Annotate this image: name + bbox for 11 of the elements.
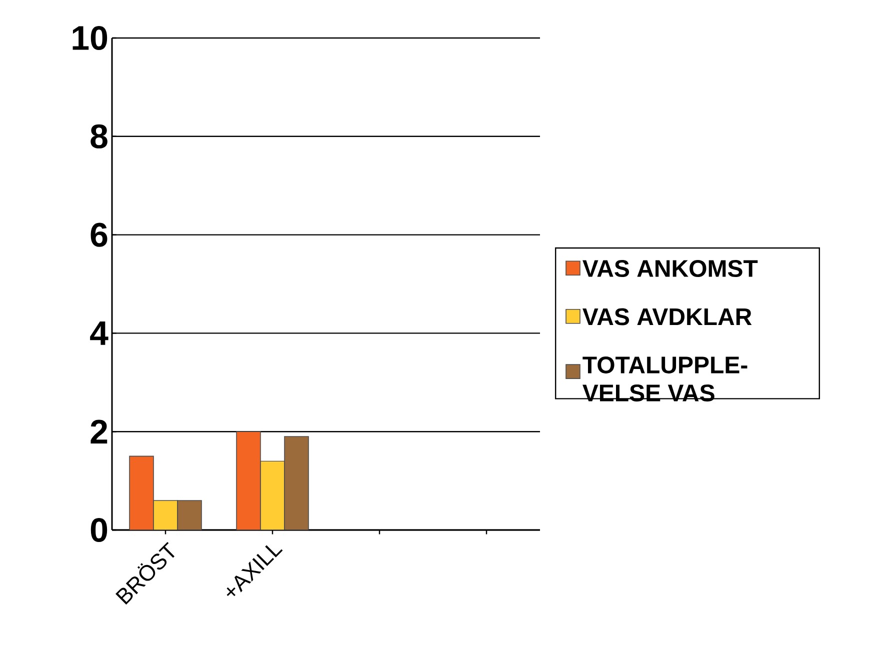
y-tick-label: 10 [72,26,108,50]
y-tick-label: 2 [90,420,108,444]
legend-label: VAS ANKOMST [582,260,758,278]
y-tick-label: 8 [90,124,108,148]
bar [129,456,154,530]
legend-label: TOTALUPPLE- VELSE VAS [582,356,748,402]
y-tick-label: 0 [90,518,108,542]
bar [236,431,261,530]
legend-label: VAS AVDKLAR [582,308,752,326]
y-tick-label: 4 [90,321,108,345]
y-tick-label: 6 [90,222,108,247]
